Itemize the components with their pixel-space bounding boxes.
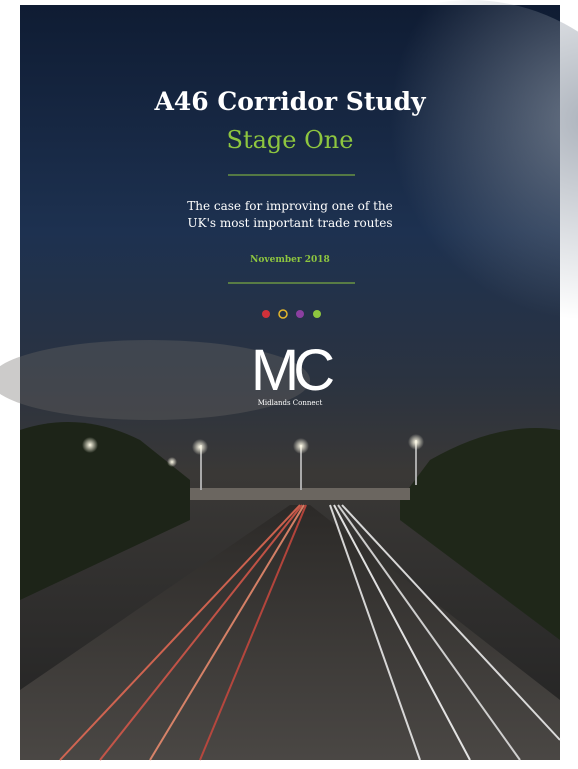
page: A46 Corridor Study Stage One The case fo… [0,0,578,769]
logo-name: Midlands Connect [258,399,323,407]
subtitle: Stage One [227,126,354,154]
description-line: UK's most important trade routes [187,216,392,230]
date: November 2018 [250,255,330,265]
title: A46 Corridor Study [153,87,427,116]
logo-mark: MC [251,338,333,403]
description-line: The case for improving one of the [187,199,393,213]
cover: A46 Corridor Study Stage One The case fo… [0,0,578,769]
